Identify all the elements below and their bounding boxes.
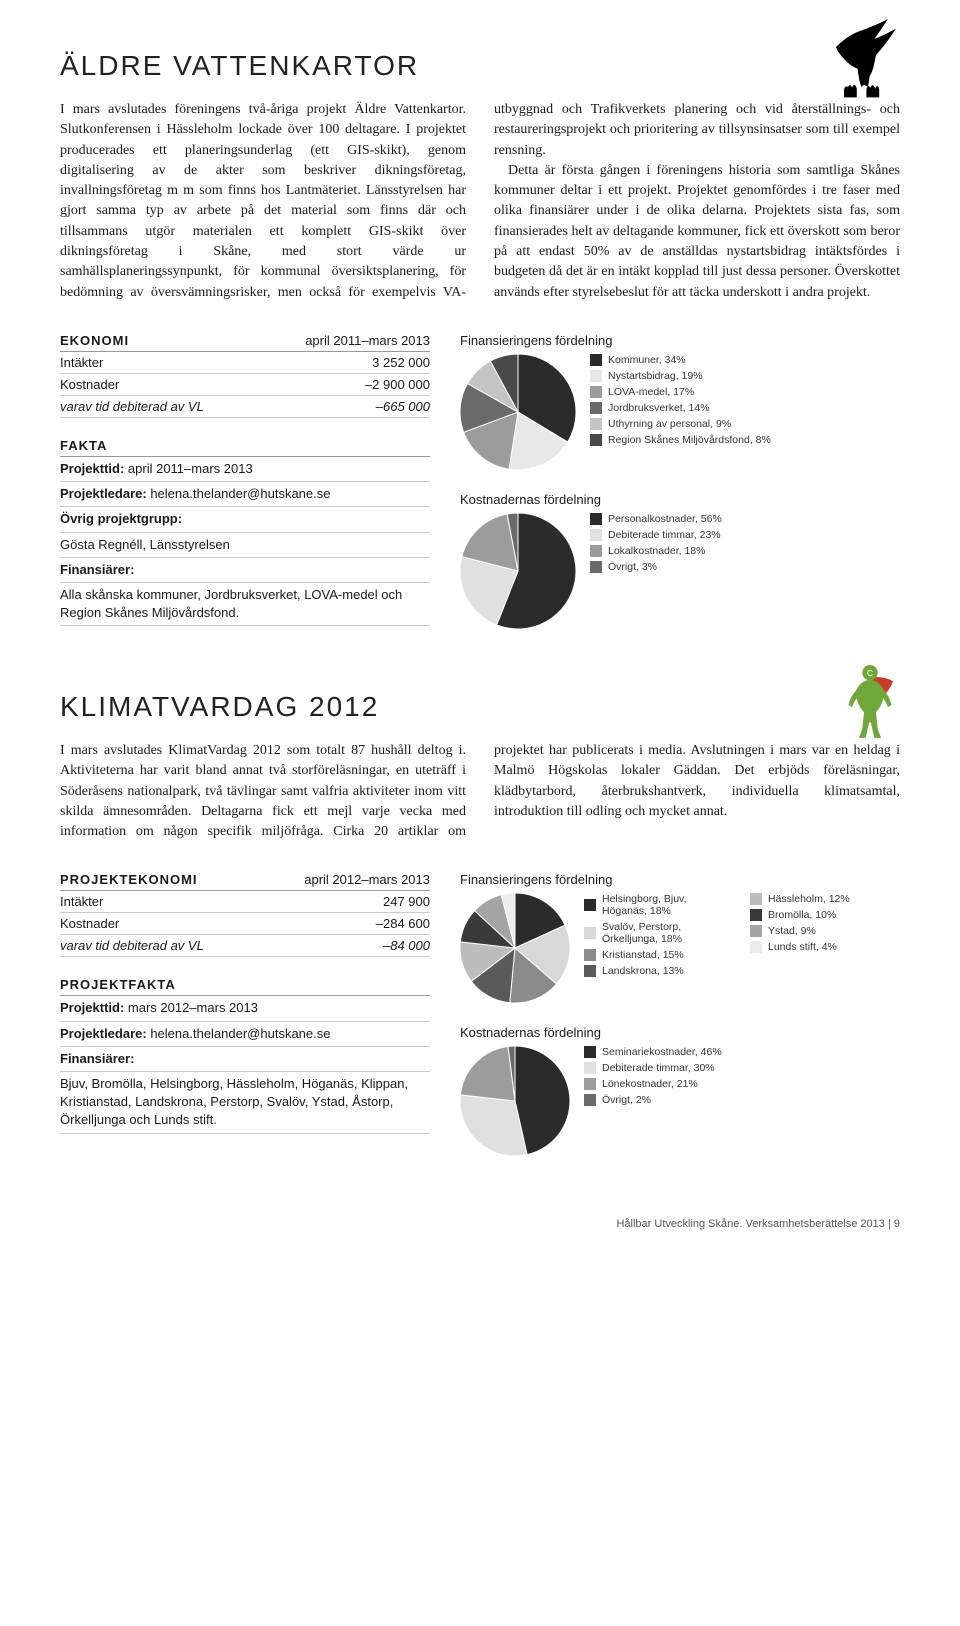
legend-swatch — [590, 529, 602, 541]
econ2-title: PROJEKTEKONOMI — [60, 872, 198, 887]
legend-item: Kristianstad, 15% — [584, 949, 734, 961]
pie1b-title: Kostnadernas fördelning — [460, 492, 900, 507]
fakta2-title: PROJEKTFAKTA — [60, 977, 430, 996]
pie1a-chart — [460, 354, 576, 470]
pie2a-chart — [460, 893, 570, 1003]
fakta-line: Alla skånska kommuner, Jordbruksverket, … — [60, 583, 430, 626]
pie1a-title: Finansieringens fördelning — [460, 333, 900, 348]
econ-row: Kostnader–284 600 — [60, 913, 430, 935]
fakta-line: Övrig projektgrupp: — [60, 507, 430, 532]
pie1b-chart — [460, 513, 576, 629]
legend-item: Debiterade timmar, 30% — [584, 1062, 900, 1074]
legend-item: Jordbruksverket, 14% — [590, 402, 900, 414]
legend-item: Uthyrning av personal, 9% — [590, 418, 900, 430]
fakta-line: Finansiärer: — [60, 558, 430, 583]
legend-item: Övrigt, 2% — [584, 1094, 900, 1106]
legend-swatch — [584, 965, 596, 977]
section2-para: I mars avslutades KlimatVardag 2012 som … — [60, 741, 900, 842]
legend-item: Lönekostnader, 21% — [584, 1078, 900, 1090]
section2-title: KLIMATVARDAG 2012 — [60, 691, 379, 723]
legend-item: Ystad, 9% — [750, 925, 900, 937]
econ-row: Intäkter247 900 — [60, 891, 430, 913]
econ-row: Intäkter3 252 000 — [60, 352, 430, 374]
bird-icon — [820, 10, 900, 100]
fakta-line: Gösta Regnéll, Länsstyrelsen — [60, 533, 430, 558]
page-footer: Hållbar Utveckling Skåne. Verksamhetsber… — [60, 1218, 900, 1230]
pie2b-legend: Seminariekostnader, 46% Debiterade timmar… — [584, 1046, 900, 1106]
legend-swatch — [584, 1046, 596, 1058]
legend-swatch — [584, 927, 596, 939]
legend-item: Bromölla, 10% — [750, 909, 900, 921]
legend-swatch — [590, 418, 602, 430]
legend-item: Lunds stift, 4% — [750, 941, 900, 953]
econ2-period: april 2012–mars 2013 — [304, 872, 430, 887]
legend-swatch — [590, 561, 602, 573]
svg-text:C: C — [867, 668, 873, 678]
pie2a-legend: Helsingborg, Bjuv, Höganäs, 18% Svalöv, P… — [584, 893, 900, 977]
legend-item: Helsingborg, Bjuv, Höganäs, 18% — [584, 893, 734, 917]
legend-swatch — [750, 909, 762, 921]
legend-item: Debiterade timmar, 23% — [590, 529, 900, 541]
econ-row: Kostnader–2 900 000 — [60, 374, 430, 396]
fakta-line: Bjuv, Bromölla, Helsingborg, Hässleholm,… — [60, 1072, 430, 1134]
legend-swatch — [590, 386, 602, 398]
legend-item: Landskrona, 13% — [584, 965, 734, 977]
fakta1-title: FAKTA — [60, 438, 430, 457]
econ-row: varav tid debiterad av VL–665 000 — [60, 396, 430, 418]
legend-item: Hässleholm, 12% — [750, 893, 900, 905]
legend-item: Seminariekostnader, 46% — [584, 1046, 900, 1058]
section1-title: ÄLDRE VATTENKARTOR — [60, 50, 419, 82]
section1-para2: Detta är första gången i föreningens his… — [494, 161, 900, 303]
legend-item: Svalöv, Perstorp, Örkelljunga, 18% — [584, 921, 734, 945]
legend-item: Kommuner, 34% — [590, 354, 900, 366]
pie2b-chart — [460, 1046, 570, 1156]
legend-swatch — [590, 545, 602, 557]
legend-item: Personalkostnader, 56% — [590, 513, 900, 525]
legend-swatch — [590, 370, 602, 382]
legend-swatch — [590, 434, 602, 446]
econ1-title: EKONOMI — [60, 333, 129, 348]
section2-body: I mars avslutades KlimatVardag 2012 som … — [60, 741, 900, 842]
econ1-period: april 2011–mars 2013 — [305, 333, 430, 348]
pie2b-title: Kostnadernas fördelning — [460, 1025, 900, 1040]
legend-item: LOVA-medel, 17% — [590, 386, 900, 398]
legend-item: Region Skånes Miljövårdsfond, 8% — [590, 434, 900, 446]
legend-item: Övrigt, 3% — [590, 561, 900, 573]
legend-swatch — [750, 925, 762, 937]
legend-swatch — [584, 899, 596, 911]
legend-swatch — [750, 941, 762, 953]
pie2a-title: Finansieringens fördelning — [460, 872, 900, 887]
pie1a-legend: Kommuner, 34% Nystartsbidrag, 19% LOVA-med… — [590, 354, 900, 446]
fakta-line: Finansiärer: — [60, 1047, 430, 1072]
legend-swatch — [584, 949, 596, 961]
legend-swatch — [590, 513, 602, 525]
fakta-line: Projektledare: helena.thelander@hutskane… — [60, 1022, 430, 1047]
legend-item: Nystartsbidrag, 19% — [590, 370, 900, 382]
legend-swatch — [590, 354, 602, 366]
econ-row: varav tid debiterad av VL–84 000 — [60, 935, 430, 957]
legend-item: Lokalkostnader, 18% — [590, 545, 900, 557]
hero-icon: C — [840, 661, 900, 741]
legend-swatch — [584, 1078, 596, 1090]
fakta-line: Projektledare: helena.thelander@hutskane… — [60, 482, 430, 507]
fakta-line: Projekttid: mars 2012–mars 2013 — [60, 996, 430, 1021]
legend-swatch — [584, 1062, 596, 1074]
legend-swatch — [750, 893, 762, 905]
section1-body: I mars avslutades föreningens två-åriga … — [60, 100, 900, 303]
fakta-line: Projekttid: april 2011–mars 2013 — [60, 457, 430, 482]
legend-swatch — [590, 402, 602, 414]
legend-swatch — [584, 1094, 596, 1106]
pie1b-legend: Personalkostnader, 56% Debiterade timmar,… — [590, 513, 900, 573]
